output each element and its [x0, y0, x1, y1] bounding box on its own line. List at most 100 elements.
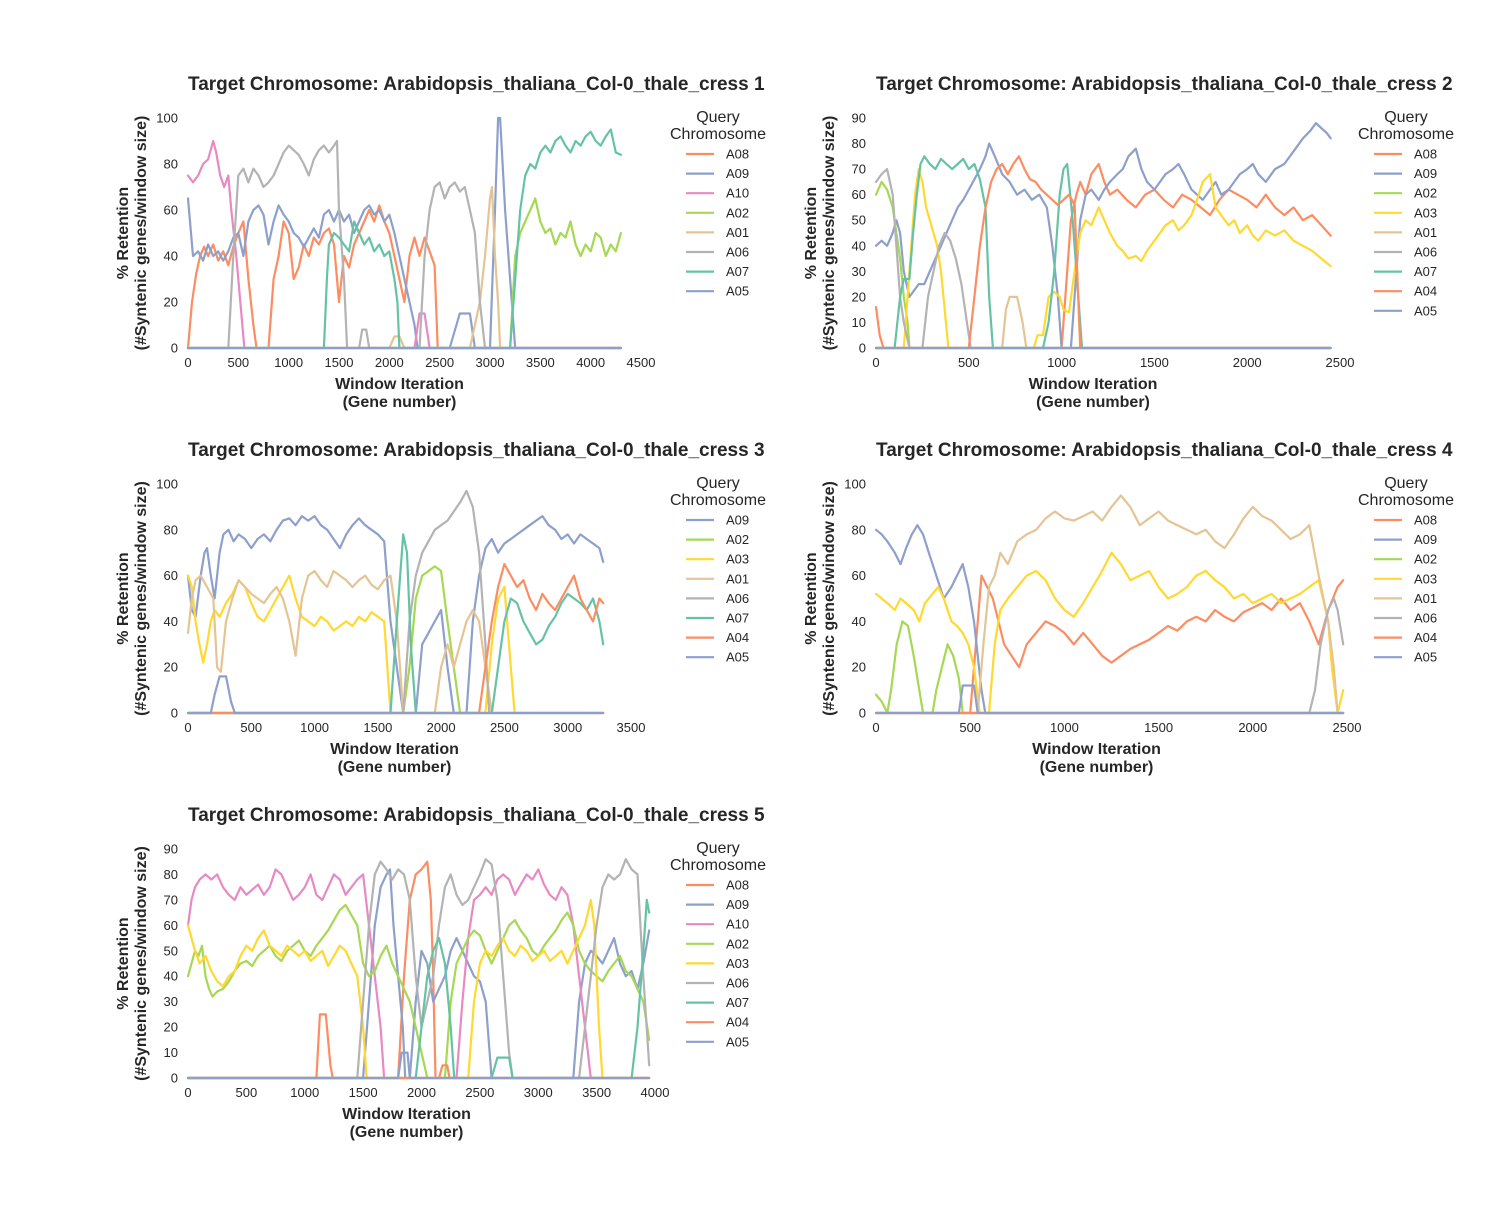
chart-panel-5: Target Chromosome: Arabidopsis_thaliana_… — [115, 805, 766, 1141]
series-line-a04 — [874, 155, 1332, 350]
x-tick-label: 1000 — [290, 1085, 319, 1100]
y-tick-label: 100 — [844, 477, 866, 492]
y-tick-label: 60 — [164, 918, 178, 933]
y-tick-label: 70 — [164, 892, 178, 907]
x-tick-label: 1500 — [1144, 720, 1173, 735]
y-axis-label: % Retention — [115, 917, 132, 1009]
legend-entry-a07: A07 — [726, 264, 749, 279]
chart-title: Target Chromosome: Arabidopsis_thaliana_… — [188, 74, 765, 95]
x-tick-label: 500 — [236, 1085, 258, 1100]
legend-entry-a02: A02 — [1414, 552, 1437, 567]
legend-subtitle: Chromosome — [1358, 126, 1454, 143]
legend-entry-a07: A07 — [1414, 264, 1437, 279]
legend-entry-a07: A07 — [726, 995, 749, 1010]
legend-entry-a08: A08 — [1414, 513, 1437, 528]
legend-subtitle: Chromosome — [670, 126, 766, 143]
legend-entry-a03: A03 — [1414, 205, 1437, 220]
y-tick-label: 20 — [852, 289, 866, 304]
x-axis-sublabel: (Gene number) — [1040, 759, 1154, 776]
legend-entry-a02: A02 — [726, 205, 749, 220]
x-tick-label: 2000 — [1238, 720, 1267, 735]
series-line-a01 — [186, 569, 605, 715]
x-tick-label: 500 — [959, 720, 981, 735]
y-tick-label: 30 — [164, 994, 178, 1009]
x-tick-label: 0 — [184, 720, 191, 735]
y-tick-label: 80 — [852, 136, 866, 151]
series-line-a06 — [186, 489, 605, 715]
legend-entry-a04: A04 — [1414, 284, 1437, 299]
legend-entry-a02: A02 — [1414, 186, 1437, 201]
series-line-a03 — [186, 898, 651, 1080]
series-line-a09 — [186, 116, 622, 350]
x-tick-label: 1000 — [1050, 720, 1079, 735]
series-line-a03 — [874, 551, 1345, 715]
y-axis-sublabel: (#Syntenic genes/window size) — [821, 481, 838, 716]
y-tick-label: 40 — [164, 614, 178, 629]
x-tick-label: 2500 — [425, 355, 454, 370]
y-axis-sublabel: (#Syntenic genes/window size) — [133, 116, 150, 351]
legend-entry-a09: A09 — [1414, 166, 1437, 181]
y-tick-label: 10 — [852, 315, 866, 330]
series-line-a10 — [186, 868, 651, 1080]
legend-entry-a08: A08 — [726, 147, 749, 162]
series-line-a09 — [186, 868, 651, 1080]
x-tick-label: 2500 — [1333, 720, 1362, 735]
y-tick-label: 90 — [164, 842, 178, 857]
x-tick-label: 4500 — [627, 355, 656, 370]
y-tick-label: 20 — [164, 295, 178, 310]
y-axis-sublabel: (#Syntenic genes/window size) — [133, 481, 150, 716]
legend-entry-a02: A02 — [726, 532, 749, 547]
x-tick-label: 500 — [240, 720, 262, 735]
x-tick-label: 1000 — [300, 720, 329, 735]
x-tick-label: 1500 — [1140, 355, 1169, 370]
y-tick-label: 0 — [171, 1071, 178, 1086]
legend-entry-a09: A09 — [1414, 532, 1437, 547]
y-tick-label: 30 — [852, 264, 866, 279]
x-tick-label: 3000 — [476, 355, 505, 370]
x-tick-label: 3000 — [553, 720, 582, 735]
legend-entry-a04: A04 — [1414, 630, 1437, 645]
series-line-a04 — [186, 563, 605, 715]
y-tick-label: 0 — [171, 706, 178, 721]
y-tick-label: 20 — [164, 660, 178, 675]
legend-title: Query — [696, 109, 740, 126]
legend-entry-a04: A04 — [726, 1015, 749, 1030]
x-tick-label: 2000 — [427, 720, 456, 735]
x-tick-label: 2000 — [1233, 355, 1262, 370]
y-tick-label: 10 — [164, 1045, 178, 1060]
x-tick-label: 1500 — [325, 355, 354, 370]
y-axis-sublabel: (#Syntenic genes/window size) — [133, 846, 150, 1081]
x-tick-label: 2500 — [465, 1085, 494, 1100]
series-line-a01 — [874, 494, 1345, 715]
y-tick-label: 50 — [852, 213, 866, 228]
series-line-a02 — [874, 620, 1345, 715]
legend-entry-a05: A05 — [726, 650, 749, 665]
y-tick-label: 20 — [852, 660, 866, 675]
series-line-a06 — [874, 597, 1345, 715]
series-line-a05 — [874, 684, 1345, 715]
y-tick-label: 40 — [164, 249, 178, 264]
legend-entry-a08: A08 — [1414, 147, 1437, 162]
x-axis-label: Window Iteration — [1032, 741, 1161, 758]
legend-entry-a01: A01 — [1414, 591, 1437, 606]
y-axis-sublabel: (#Syntenic genes/window size) — [821, 116, 838, 351]
x-tick-label: 500 — [958, 355, 980, 370]
series-line-a02 — [186, 565, 605, 715]
chart-panel-1: Target Chromosome: Arabidopsis_thaliana_… — [115, 74, 766, 411]
chart-panel-2: Target Chromosome: Arabidopsis_thaliana_… — [803, 74, 1454, 411]
x-tick-label: 1500 — [363, 720, 392, 735]
chart-panel-3: Target Chromosome: Arabidopsis_thaliana_… — [115, 440, 766, 776]
series-line-a05 — [186, 1051, 651, 1080]
legend-subtitle: Chromosome — [1358, 492, 1454, 509]
x-tick-label: 0 — [872, 355, 879, 370]
legend-subtitle: Chromosome — [670, 492, 766, 509]
x-tick-label: 1000 — [1047, 355, 1076, 370]
x-tick-label: 4000 — [641, 1085, 670, 1100]
y-tick-label: 40 — [852, 238, 866, 253]
y-tick-label: 0 — [859, 706, 866, 721]
series-line-a02 — [186, 903, 651, 1080]
y-tick-label: 60 — [164, 203, 178, 218]
y-tick-label: 60 — [852, 187, 866, 202]
x-tick-label: 3500 — [617, 720, 646, 735]
legend-entry-a04: A04 — [726, 630, 749, 645]
